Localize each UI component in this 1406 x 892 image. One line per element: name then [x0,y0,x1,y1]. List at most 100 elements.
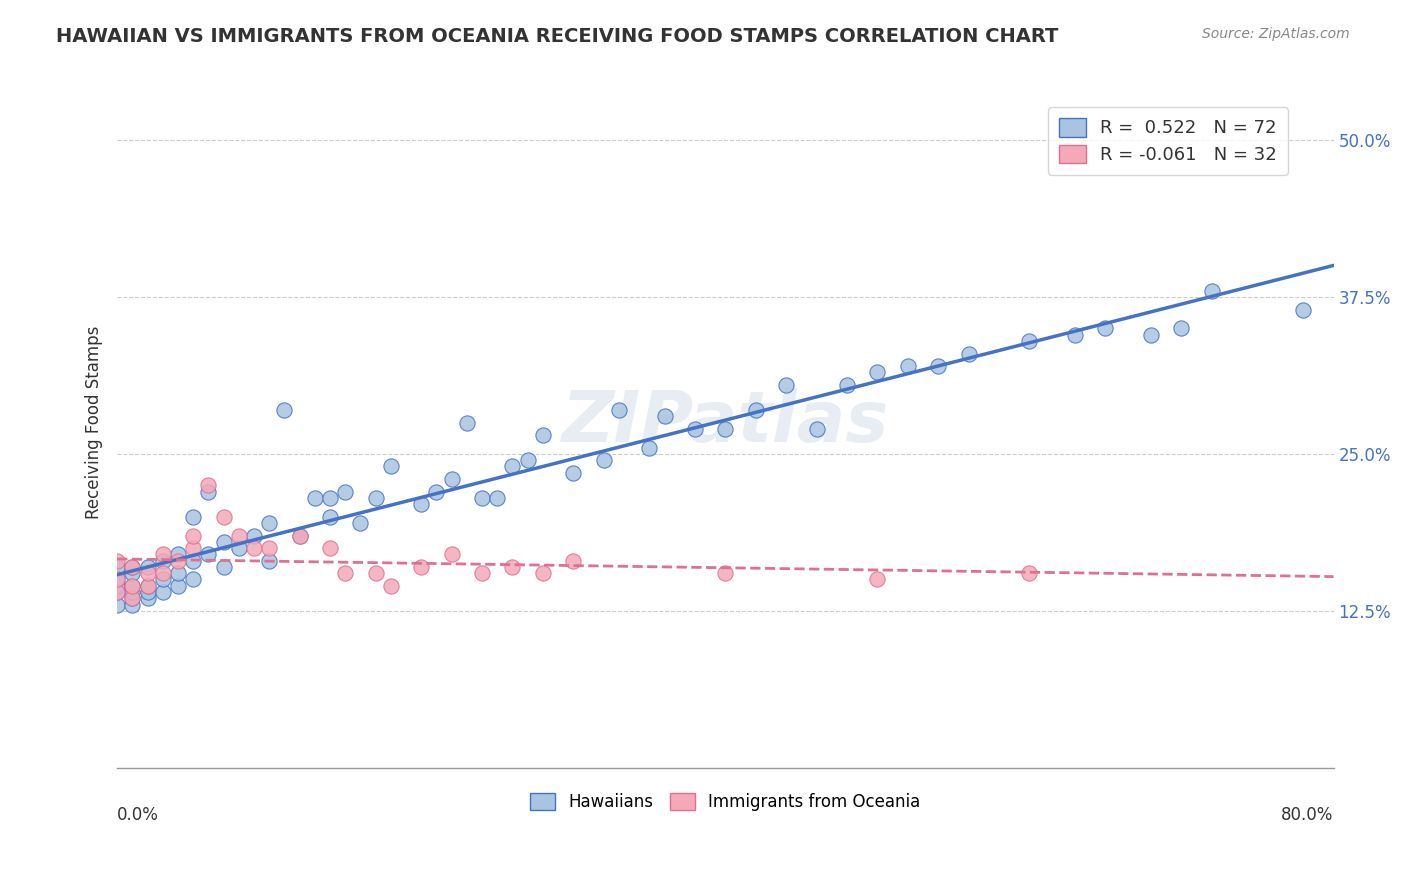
Point [411,560,433,574]
Text: Source: ZipAtlas.com: Source: ZipAtlas.com [1202,27,1350,41]
Point [105,573,128,587]
Point [228,528,250,542]
Point [167,547,190,561]
Point [257,516,280,530]
Point [105,585,128,599]
Point [364,566,387,581]
Point [105,554,128,568]
Y-axis label: Receiving Food Stamps: Receiving Food Stamps [86,326,103,519]
Point [380,459,402,474]
Point [440,547,463,561]
Point [288,528,311,542]
Point [152,554,174,568]
Point [121,579,143,593]
Point [1094,321,1116,335]
Point [257,541,280,555]
Point [1170,321,1192,335]
Point [105,585,128,599]
Point [243,541,266,555]
Point [440,472,463,486]
Point [181,573,204,587]
Point [1018,566,1040,581]
Point [212,509,235,524]
Point [425,484,447,499]
Point [592,453,614,467]
Point [957,346,980,360]
Point [167,554,190,568]
Point [181,509,204,524]
Point [197,484,219,499]
Point [1064,327,1087,342]
Text: 80.0%: 80.0% [1281,805,1333,823]
Point [1140,327,1163,342]
Point [136,585,159,599]
Point [607,403,630,417]
Point [562,466,585,480]
Point [745,403,768,417]
Point [181,554,204,568]
Point [212,534,235,549]
Point [152,566,174,581]
Point [288,528,311,542]
Point [152,585,174,599]
Point [273,403,295,417]
Point [1201,284,1223,298]
Point [835,378,858,392]
Point [380,579,402,593]
Point [775,378,797,392]
Point [197,478,219,492]
Point [471,566,494,581]
Point [243,528,266,542]
Point [531,428,554,442]
Point [335,484,357,499]
Point [136,579,159,593]
Point [927,359,949,373]
Point [181,541,204,555]
Point [1018,334,1040,348]
Point [516,453,538,467]
Legend: Hawaiians, Immigrants from Oceania: Hawaiians, Immigrants from Oceania [520,783,931,822]
Point [121,585,143,599]
Point [335,566,357,581]
Point [136,560,159,574]
Point [105,560,128,574]
Point [471,491,494,505]
Point [562,554,585,568]
Point [866,573,889,587]
Point [319,491,342,505]
Point [714,422,737,436]
Point [152,547,174,561]
Point [136,591,159,606]
Point [638,441,661,455]
Point [167,579,190,593]
Point [364,491,387,505]
Point [121,591,143,606]
Point [105,579,128,593]
Point [121,579,143,593]
Point [1292,302,1315,317]
Text: 0.0%: 0.0% [117,805,159,823]
Point [456,416,478,430]
Point [136,566,159,581]
Point [181,528,204,542]
Point [257,554,280,568]
Point [228,541,250,555]
Point [121,591,143,606]
Point [349,516,371,530]
Point [197,547,219,561]
Point [486,491,509,505]
Point [105,573,128,587]
Text: ZIPatlas: ZIPatlas [561,388,889,457]
Point [897,359,920,373]
Point [121,566,143,581]
Point [683,422,706,436]
Point [319,541,342,555]
Point [714,566,737,581]
Point [411,497,433,511]
Point [167,566,190,581]
Point [105,598,128,612]
Point [121,560,143,574]
Point [531,566,554,581]
Point [654,409,676,424]
Point [866,365,889,379]
